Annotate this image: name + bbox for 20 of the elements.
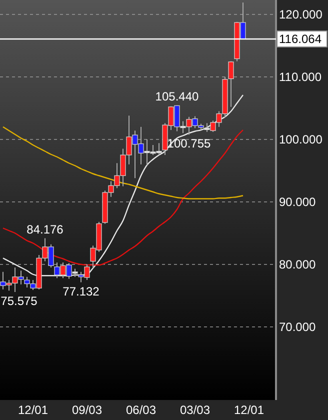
y-tick-label: 120.000	[279, 8, 323, 22]
ref-line-label: 116.064	[279, 32, 322, 46]
y-tick-label: 70.000	[279, 320, 316, 334]
line-series	[2, 126, 244, 200]
annotation: 84.176	[26, 222, 64, 236]
candlestick	[228, 60, 234, 108]
annotation: 105.440	[155, 89, 200, 104]
y-tick-label: 90.000	[279, 195, 316, 210]
annotation: 77.132	[62, 284, 100, 298]
y-tick-label: 100.000	[279, 132, 323, 147]
x-tick-label: 09/03	[72, 403, 102, 417]
x-tick-label: 12/01	[234, 403, 264, 417]
y-tick-label: 80.000	[279, 258, 316, 272]
x-tick-label: 06/03	[126, 403, 156, 417]
annotation: 75.575	[0, 294, 38, 308]
line-series	[2, 94, 244, 276]
y-tick-label: 110.000	[279, 70, 322, 84]
line-series	[2, 129, 244, 266]
x-tick-label: 03/03	[180, 403, 210, 417]
x-tick-label: 12/01	[18, 403, 48, 417]
